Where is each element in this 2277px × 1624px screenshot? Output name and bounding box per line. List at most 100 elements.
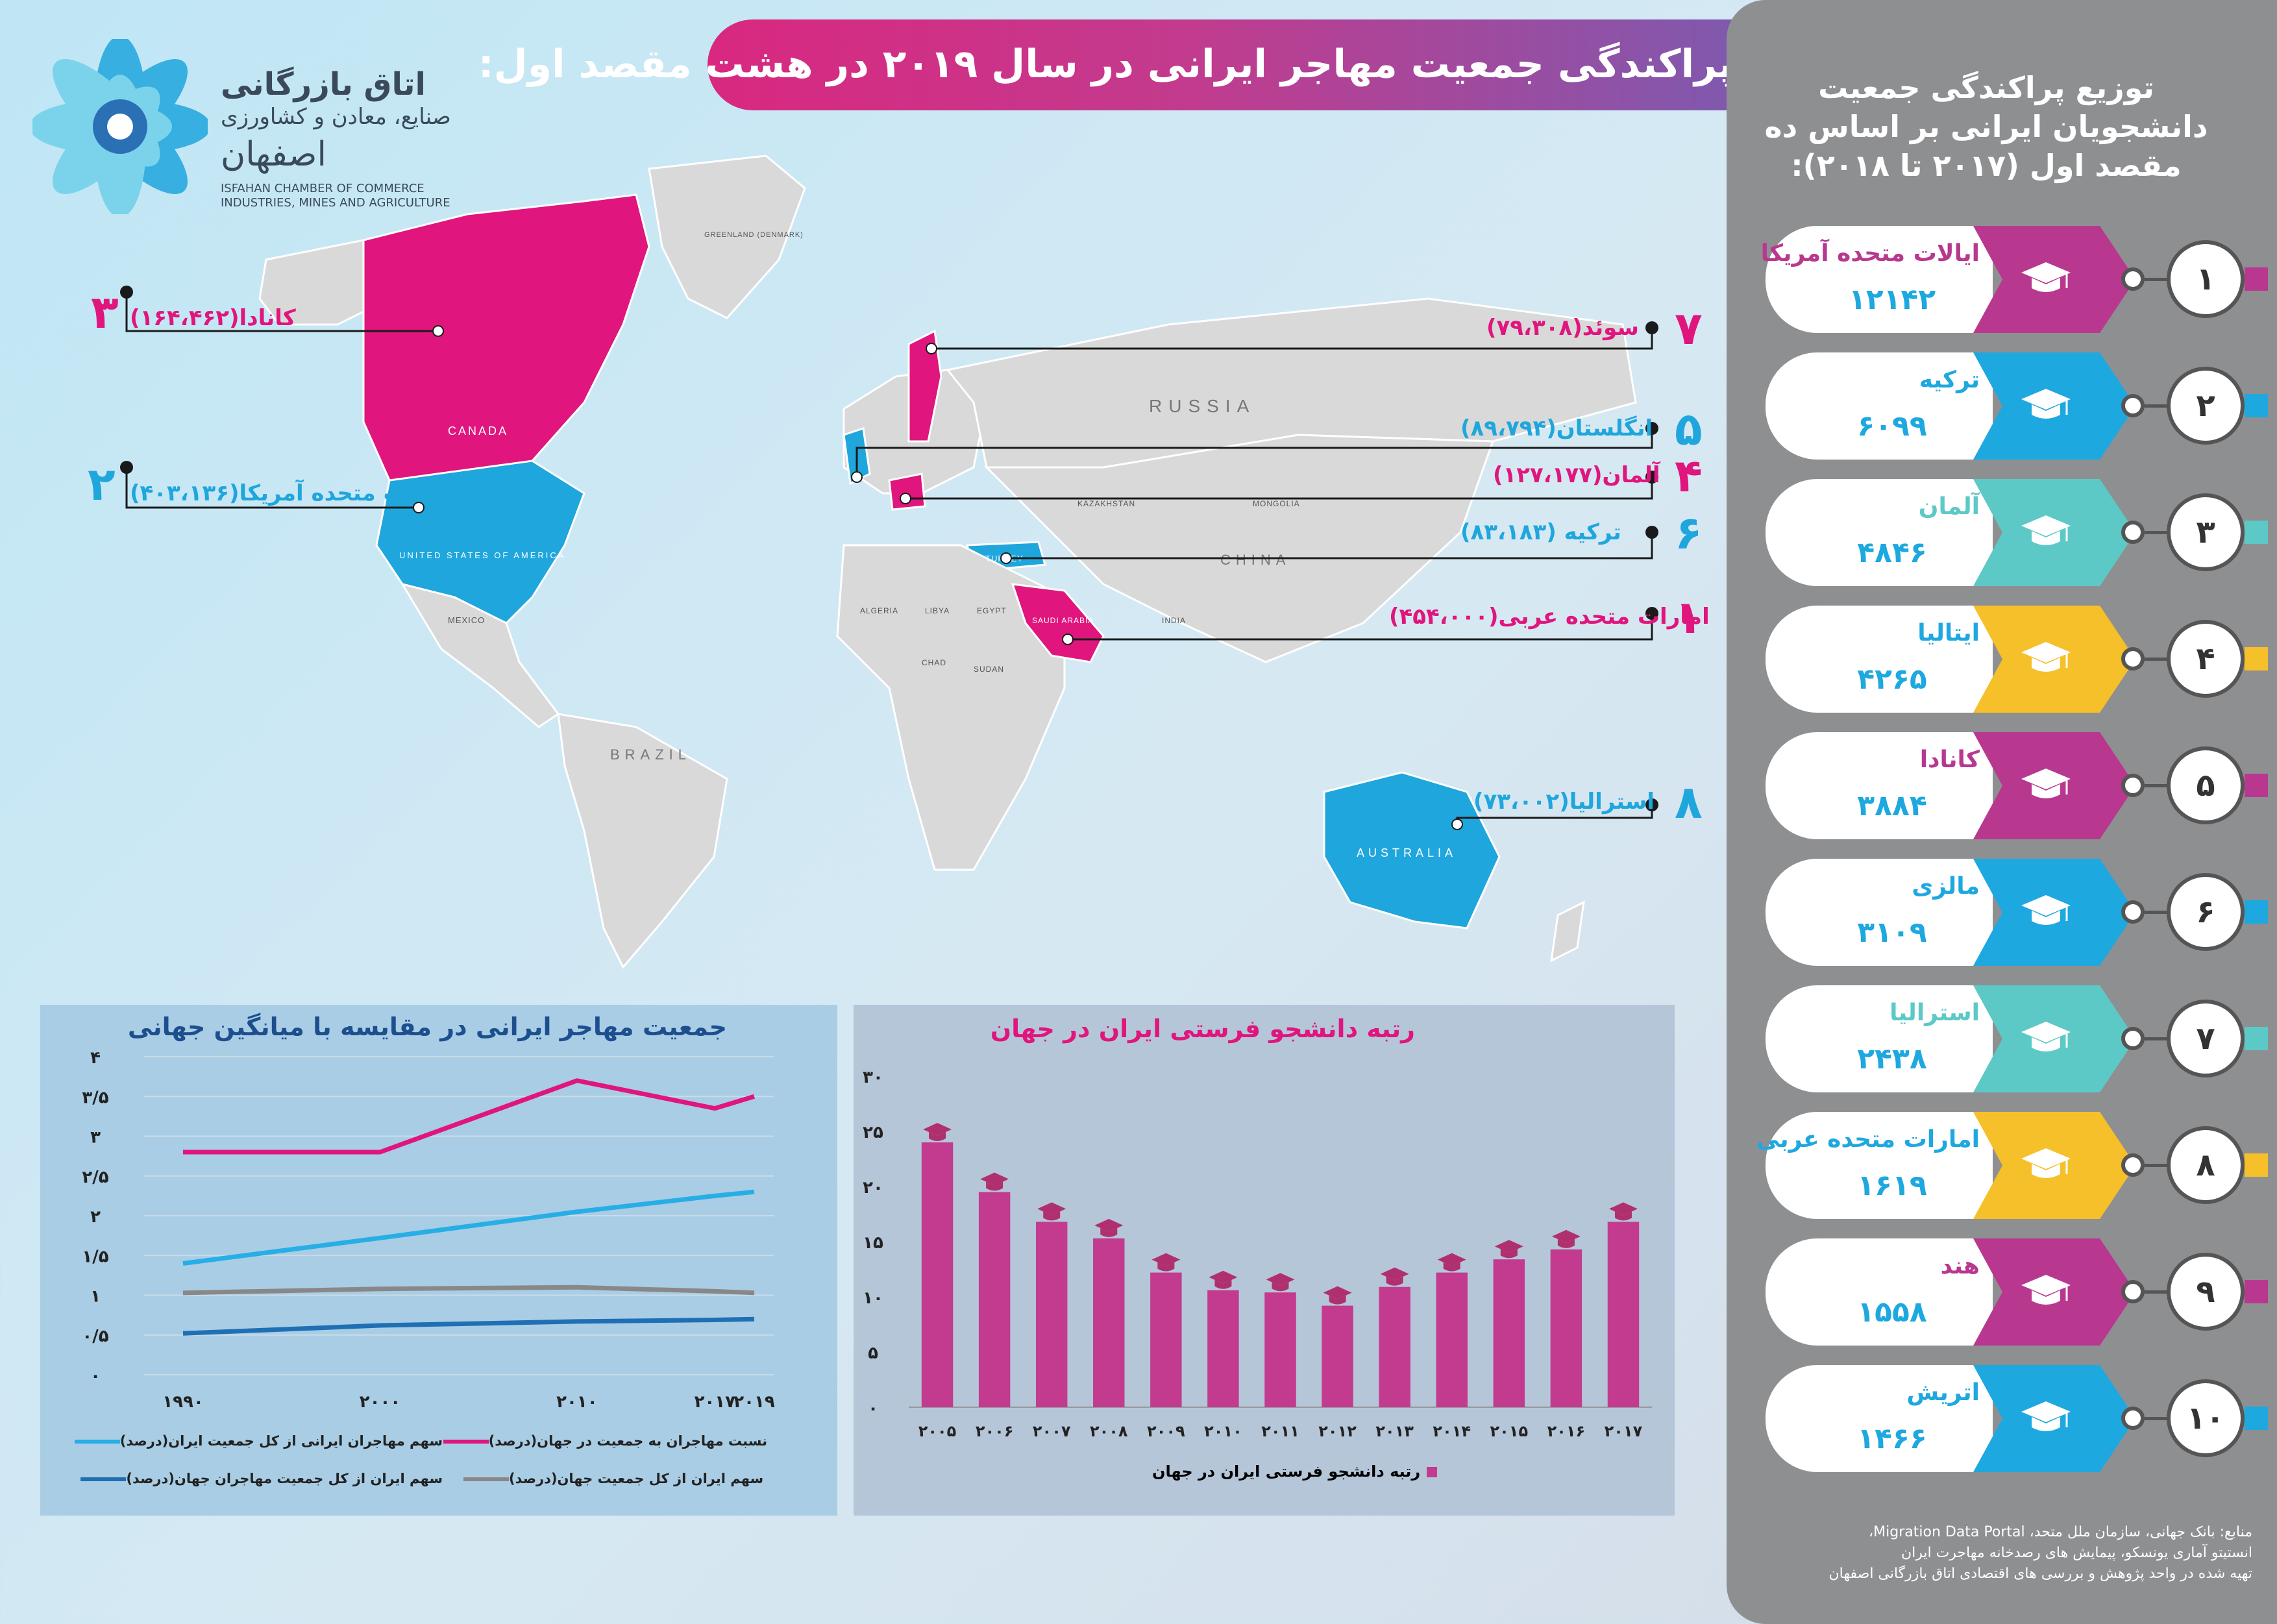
dest-rank-usa: ۲	[88, 458, 116, 511]
destination-value: ۲۴۳۸	[1857, 1042, 1927, 1076]
chart2-x-tick: ۲۰۱۷	[1605, 1422, 1643, 1440]
chart2-legend: رتبه دانشجو فرستی ایران در جهان	[1152, 1462, 1438, 1481]
graduation-cap-icon	[1380, 1267, 1409, 1286]
dest-label-australia: استرالیا(۷۳،۰۰۲)	[1473, 789, 1655, 815]
map-label-libya: LIBYA	[925, 606, 950, 615]
sources: منابع: بانک جهانی، سازمان ملل متحد، Migr…	[1746, 1522, 2252, 1584]
destination-name: ایتالیا	[1917, 620, 1980, 646]
color-square	[2245, 1027, 2268, 1050]
graduation-cap-icon	[980, 1172, 1009, 1191]
dest-rank-turkey: ۶	[1675, 506, 1703, 560]
dest-rank-canada: ۳	[91, 286, 119, 339]
graduation-cap-icon	[2021, 1275, 2071, 1305]
chart1-title: جمعیت مهاجر ایرانی در مقایسه با میانگین …	[127, 1013, 727, 1041]
chart2-bar	[1207, 1290, 1239, 1407]
marker-canada	[432, 325, 444, 337]
map-label-sudan: SUDAN	[974, 665, 1004, 674]
destination-value: ۱۲۱۴۲	[1848, 283, 1936, 316]
rank-circle: ۹	[2167, 1253, 2245, 1331]
color-square	[2245, 1153, 2268, 1177]
germany-shape	[888, 473, 926, 511]
chart1-y-tick: ۰/۵	[82, 1327, 108, 1346]
chart2-x-tick: ۲۰۱۰	[1204, 1422, 1242, 1440]
logo: اتاق بازرگانی صنایع، معادن و کشاورزی اصف…	[32, 39, 451, 221]
graduation-cap-icon	[2021, 389, 2071, 419]
map-label-kazakhstan: KAZAKHSTAN	[1077, 499, 1135, 508]
source-line: انستیتو آماری یونسکو، پیمایش های رصدخانه…	[1901, 1545, 2252, 1561]
marker-turkey	[1000, 552, 1012, 564]
chart1-series-line-1	[182, 1189, 755, 1266]
graduation-cap-icon	[1494, 1240, 1523, 1259]
destination-name: آلمان	[1918, 493, 1980, 520]
chart2-y-tick: ۱۰	[863, 1288, 883, 1308]
connector-dot	[2121, 1280, 2145, 1303]
connector-line	[2145, 658, 2168, 661]
chart1-y-tick: ۴	[90, 1048, 101, 1068]
chart1-y-tick: ۱	[90, 1287, 101, 1307]
rank-circle: ۱	[2167, 240, 2245, 318]
rank-circle: ۶	[2167, 873, 2245, 951]
chart2-title: رتبه دانشجو فرستی ایران در جهان	[990, 1015, 1415, 1043]
destination-name: استرالیا	[1889, 1000, 1980, 1026]
map-label-usa: UNITED STATES OF AMERICA	[399, 550, 565, 560]
destination-value: ۳۱۰۹	[1857, 916, 1927, 949]
connector-line	[2145, 1164, 2168, 1167]
graduation-cap-icon	[2021, 642, 2071, 672]
map-label-chad: CHAD	[922, 658, 946, 667]
destination-hex	[1973, 985, 2135, 1092]
destination-card	[1766, 985, 1993, 1092]
destination-name: امارات متحده عربی	[1756, 1126, 1980, 1153]
chart1-series-line-2	[182, 1285, 755, 1296]
chart1-y-tick: ۲/۵	[82, 1168, 108, 1187]
chart1-legend-label: سهم ایران از کل جمعیت مهاجران جهان(درصد)	[126, 1471, 443, 1486]
leader-line-usa	[125, 467, 419, 509]
panel-title: توزیع پراکندگی جمعیت دانشجویان ایرانی بر…	[1764, 70, 2208, 183]
chart2-y-tick: ۲۵	[863, 1123, 883, 1142]
connector-dot	[2121, 267, 2145, 291]
destination-hex	[1973, 732, 2135, 839]
destination-value: ۱۶۱۹	[1857, 1169, 1927, 1202]
dest-label-uae: امارات متحده عربی(۴۵۴،۰۰۰)	[1389, 604, 1710, 630]
destination-value: ۶۰۹۹	[1857, 410, 1927, 443]
marker-australia	[1451, 818, 1463, 830]
dest-label-canada: کانادا(۱۶۴،۴۶۲)	[130, 305, 296, 331]
chart2-y-tick: ۵	[868, 1344, 878, 1363]
connector-line	[2145, 1417, 2168, 1420]
destination-name: ترکیه	[1919, 367, 1980, 393]
chart2-bar	[1150, 1272, 1182, 1407]
chart1-y-tick: ۳/۵	[82, 1088, 108, 1107]
rank-circle: ۴	[2167, 620, 2245, 698]
chart2-bar	[1264, 1292, 1296, 1407]
logo-text-fa-2: صنایع، معادن و کشاورزی	[221, 104, 451, 130]
graduation-cap-icon	[2021, 262, 2071, 292]
destination-card	[1766, 732, 1993, 839]
connector-dot	[2121, 1153, 2145, 1177]
map-label-india: INDIA	[1162, 616, 1186, 625]
destination-hex	[1973, 1112, 2135, 1219]
connector-line	[2145, 1037, 2168, 1040]
destination-hex	[1973, 606, 2135, 713]
migration-line-chart: جمعیت مهاجر ایرانی در مقایسه با میانگین …	[40, 1005, 837, 1516]
destination-value: ۱۵۵۸	[1857, 1296, 1927, 1329]
connector-line	[2145, 911, 2168, 914]
chart2-y-tick: ۲۰	[863, 1178, 883, 1198]
destination-name: هند	[1940, 1253, 1980, 1279]
rank-circle: ۸	[2167, 1126, 2245, 1204]
dest-rank-uk: ۵	[1675, 402, 1703, 456]
connector-dot	[2121, 394, 2145, 417]
leader-line-turkey	[1006, 532, 1653, 560]
destination-hex	[1973, 1238, 2135, 1346]
chart2-x-tick: ۲۰۱۱	[1261, 1422, 1299, 1440]
dest-label-uk: انگلستان(۸۹،۷۹۴)	[1460, 415, 1653, 441]
leader-line-uae	[1068, 613, 1653, 641]
destination-card	[1766, 226, 1993, 333]
color-square	[2245, 521, 2268, 544]
chart2-bar	[1035, 1222, 1068, 1407]
logo-text-fa-3: اصفهان	[221, 135, 326, 174]
leader-line-canada	[125, 292, 438, 332]
logo-text-en-1: ISFAHAN CHAMBER OF COMMERCE	[221, 182, 425, 195]
map-label-mongolia: MONGOLIA	[1253, 499, 1300, 508]
dest-rank-uae: ۱	[1675, 591, 1703, 644]
destination-value: ۱۴۶۶	[1857, 1422, 1927, 1455]
marker-sweden	[926, 343, 937, 354]
